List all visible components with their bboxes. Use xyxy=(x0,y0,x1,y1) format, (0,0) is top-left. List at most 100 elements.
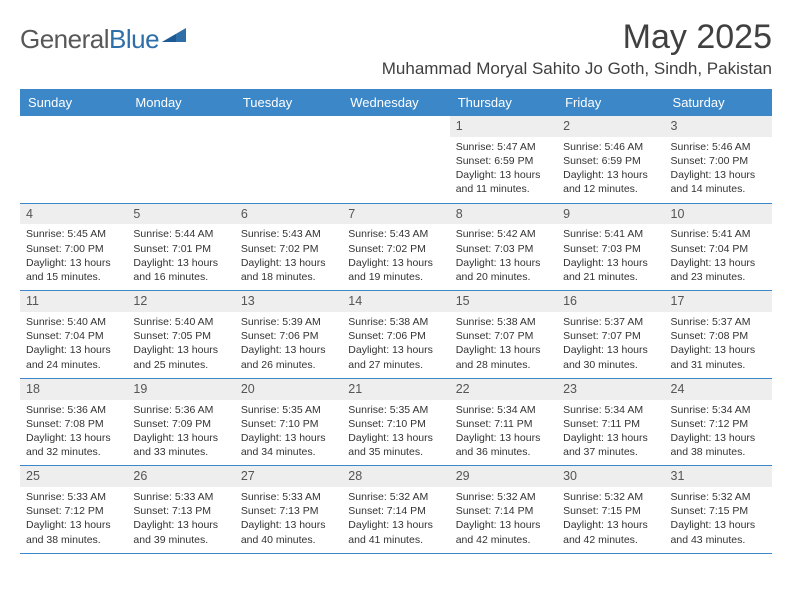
week-row: 1Sunrise: 5:47 AMSunset: 6:59 PMDaylight… xyxy=(20,116,772,204)
daylight-text: Daylight: 13 hours and 16 minutes. xyxy=(133,256,228,284)
day-number: 9 xyxy=(557,204,664,225)
month-title: May 2025 xyxy=(382,18,772,57)
daylight-text: Daylight: 13 hours and 33 minutes. xyxy=(133,431,228,459)
daylight-text: Daylight: 13 hours and 14 minutes. xyxy=(671,168,766,196)
day-number: 23 xyxy=(557,379,664,400)
day-cell: 7Sunrise: 5:43 AMSunset: 7:02 PMDaylight… xyxy=(342,204,449,291)
day-header: Wednesday xyxy=(342,89,449,116)
day-cell: 4Sunrise: 5:45 AMSunset: 7:00 PMDaylight… xyxy=(20,204,127,291)
day-number: 4 xyxy=(20,204,127,225)
day-cell xyxy=(235,116,342,203)
day-number: 19 xyxy=(127,379,234,400)
day-cell: 29Sunrise: 5:32 AMSunset: 7:14 PMDayligh… xyxy=(450,466,557,553)
sunrise-text: Sunrise: 5:37 AM xyxy=(671,315,766,329)
daylight-text: Daylight: 13 hours and 40 minutes. xyxy=(241,518,336,546)
daylight-text: Daylight: 13 hours and 25 minutes. xyxy=(133,343,228,371)
daylight-text: Daylight: 13 hours and 42 minutes. xyxy=(563,518,658,546)
sunrise-text: Sunrise: 5:47 AM xyxy=(456,140,551,154)
sunrise-text: Sunrise: 5:41 AM xyxy=(563,227,658,241)
daylight-text: Daylight: 13 hours and 18 minutes. xyxy=(241,256,336,284)
day-cell: 8Sunrise: 5:42 AMSunset: 7:03 PMDaylight… xyxy=(450,204,557,291)
day-number: 21 xyxy=(342,379,449,400)
day-number: 30 xyxy=(557,466,664,487)
sunset-text: Sunset: 7:06 PM xyxy=(348,329,443,343)
sunrise-text: Sunrise: 5:45 AM xyxy=(26,227,121,241)
sunrise-text: Sunrise: 5:34 AM xyxy=(563,403,658,417)
day-header: Friday xyxy=(557,89,664,116)
day-number: 11 xyxy=(20,291,127,312)
day-number: 31 xyxy=(665,466,772,487)
sunset-text: Sunset: 7:06 PM xyxy=(241,329,336,343)
sunrise-text: Sunrise: 5:46 AM xyxy=(563,140,658,154)
day-cell xyxy=(342,116,449,203)
day-number: 28 xyxy=(342,466,449,487)
day-cell: 21Sunrise: 5:35 AMSunset: 7:10 PMDayligh… xyxy=(342,379,449,466)
day-number: 8 xyxy=(450,204,557,225)
sunset-text: Sunset: 7:04 PM xyxy=(26,329,121,343)
daylight-text: Daylight: 13 hours and 12 minutes. xyxy=(563,168,658,196)
daylight-text: Daylight: 13 hours and 11 minutes. xyxy=(456,168,551,196)
sunrise-text: Sunrise: 5:32 AM xyxy=(456,490,551,504)
day-number: 2 xyxy=(557,116,664,137)
day-cell: 26Sunrise: 5:33 AMSunset: 7:13 PMDayligh… xyxy=(127,466,234,553)
day-header: Monday xyxy=(127,89,234,116)
day-number: 18 xyxy=(20,379,127,400)
day-cell: 19Sunrise: 5:36 AMSunset: 7:09 PMDayligh… xyxy=(127,379,234,466)
sunset-text: Sunset: 7:04 PM xyxy=(671,242,766,256)
sunrise-text: Sunrise: 5:43 AM xyxy=(348,227,443,241)
daylight-text: Daylight: 13 hours and 28 minutes. xyxy=(456,343,551,371)
sunrise-text: Sunrise: 5:37 AM xyxy=(563,315,658,329)
logo-part2: Blue xyxy=(109,24,159,54)
daylight-text: Daylight: 13 hours and 21 minutes. xyxy=(563,256,658,284)
sunrise-text: Sunrise: 5:46 AM xyxy=(671,140,766,154)
sunset-text: Sunset: 7:12 PM xyxy=(671,417,766,431)
day-number: 20 xyxy=(235,379,342,400)
sunset-text: Sunset: 7:13 PM xyxy=(133,504,228,518)
daylight-text: Daylight: 13 hours and 19 minutes. xyxy=(348,256,443,284)
day-cell: 2Sunrise: 5:46 AMSunset: 6:59 PMDaylight… xyxy=(557,116,664,203)
calendar-grid: Sunday Monday Tuesday Wednesday Thursday… xyxy=(20,89,772,554)
sunset-text: Sunset: 7:01 PM xyxy=(133,242,228,256)
sunset-text: Sunset: 7:10 PM xyxy=(241,417,336,431)
sunset-text: Sunset: 7:13 PM xyxy=(241,504,336,518)
daylight-text: Daylight: 13 hours and 20 minutes. xyxy=(456,256,551,284)
daylight-text: Daylight: 13 hours and 36 minutes. xyxy=(456,431,551,459)
day-cell: 14Sunrise: 5:38 AMSunset: 7:06 PMDayligh… xyxy=(342,291,449,378)
daylight-text: Daylight: 13 hours and 27 minutes. xyxy=(348,343,443,371)
day-number: 12 xyxy=(127,291,234,312)
sunset-text: Sunset: 7:05 PM xyxy=(133,329,228,343)
sunset-text: Sunset: 7:09 PM xyxy=(133,417,228,431)
daylight-text: Daylight: 13 hours and 32 minutes. xyxy=(26,431,121,459)
day-number: 3 xyxy=(665,116,772,137)
sunrise-text: Sunrise: 5:44 AM xyxy=(133,227,228,241)
daylight-text: Daylight: 13 hours and 43 minutes. xyxy=(671,518,766,546)
sunset-text: Sunset: 7:08 PM xyxy=(671,329,766,343)
header: GeneralBlue May 2025 Muhammad Moryal Sah… xyxy=(20,18,772,79)
day-cell: 31Sunrise: 5:32 AMSunset: 7:15 PMDayligh… xyxy=(665,466,772,553)
day-cell: 22Sunrise: 5:34 AMSunset: 7:11 PMDayligh… xyxy=(450,379,557,466)
week-row: 11Sunrise: 5:40 AMSunset: 7:04 PMDayligh… xyxy=(20,291,772,379)
sunrise-text: Sunrise: 5:41 AM xyxy=(671,227,766,241)
day-cell: 13Sunrise: 5:39 AMSunset: 7:06 PMDayligh… xyxy=(235,291,342,378)
sunrise-text: Sunrise: 5:32 AM xyxy=(348,490,443,504)
day-cell: 10Sunrise: 5:41 AMSunset: 7:04 PMDayligh… xyxy=(665,204,772,291)
sunset-text: Sunset: 7:12 PM xyxy=(26,504,121,518)
day-number: 14 xyxy=(342,291,449,312)
day-number: 17 xyxy=(665,291,772,312)
sunset-text: Sunset: 7:00 PM xyxy=(671,154,766,168)
day-header: Sunday xyxy=(20,89,127,116)
daylight-text: Daylight: 13 hours and 42 minutes. xyxy=(456,518,551,546)
day-number: 26 xyxy=(127,466,234,487)
location-subtitle: Muhammad Moryal Sahito Jo Goth, Sindh, P… xyxy=(382,59,772,79)
sunset-text: Sunset: 7:03 PM xyxy=(563,242,658,256)
daylight-text: Daylight: 13 hours and 23 minutes. xyxy=(671,256,766,284)
day-header: Thursday xyxy=(450,89,557,116)
daylight-text: Daylight: 13 hours and 30 minutes. xyxy=(563,343,658,371)
sunrise-text: Sunrise: 5:33 AM xyxy=(26,490,121,504)
daylight-text: Daylight: 13 hours and 41 minutes. xyxy=(348,518,443,546)
day-number: 6 xyxy=(235,204,342,225)
day-cell: 3 Sunrise: 5:46 AMSunset: 7:00 PMDaylight… xyxy=(665,116,772,203)
sunset-text: Sunset: 7:14 PM xyxy=(456,504,551,518)
sunset-text: Sunset: 7:11 PM xyxy=(563,417,658,431)
day-cell xyxy=(127,116,234,203)
